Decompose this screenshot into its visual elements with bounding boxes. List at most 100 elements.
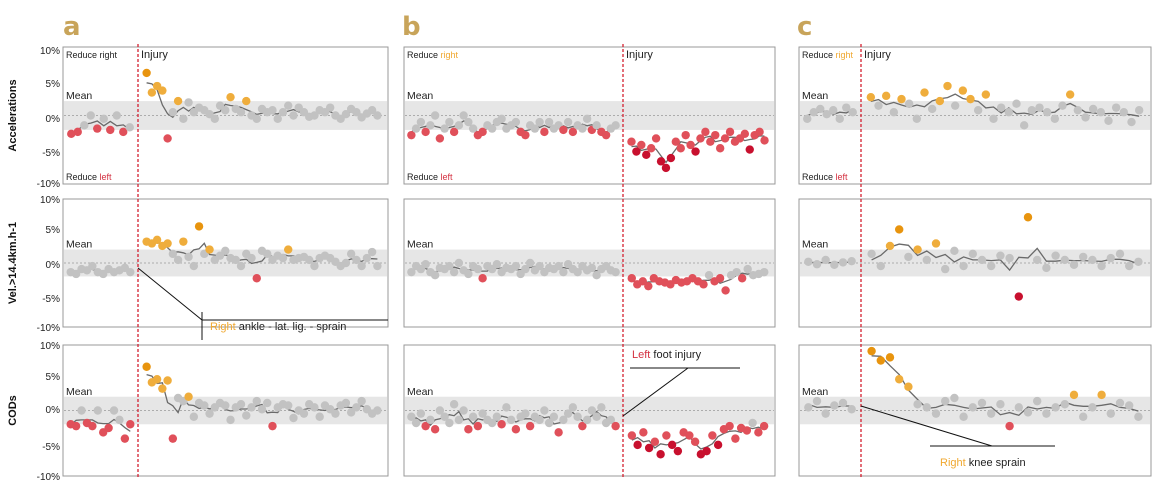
data-point	[1134, 412, 1143, 421]
data-point	[644, 443, 654, 453]
data-point	[440, 124, 449, 133]
data-point	[715, 144, 725, 153]
panel-frame	[403, 344, 776, 477]
data-point	[987, 261, 996, 271]
data-point	[931, 239, 941, 248]
data-point	[126, 267, 135, 277]
data-point	[544, 418, 554, 428]
data-point	[1005, 253, 1014, 263]
data-point	[876, 356, 885, 365]
data-point	[874, 101, 883, 110]
data-point	[93, 406, 102, 415]
data-point	[445, 418, 454, 428]
data-point	[601, 130, 611, 140]
data-point	[511, 261, 521, 271]
data-point	[1005, 421, 1014, 431]
data-point	[521, 130, 530, 140]
reduce-left-label: Reduce left	[802, 172, 848, 182]
y-tick-label: 5%	[46, 372, 61, 383]
row-label-0: Accelerations	[7, 79, 19, 151]
data-point	[731, 434, 740, 443]
data-point	[573, 412, 582, 421]
data-point	[278, 108, 288, 117]
data-point	[711, 130, 720, 140]
data-point	[435, 134, 445, 143]
data-point	[838, 398, 848, 408]
data-point	[1088, 255, 1097, 265]
data-point	[1023, 213, 1033, 222]
data-point	[1065, 90, 1075, 99]
data-point	[454, 121, 464, 130]
annotation-a: Right ankle - lat. lig. - sprain	[210, 321, 346, 333]
data-point	[1079, 412, 1088, 421]
data-point	[179, 114, 188, 123]
annotation-b: Left foot injury	[632, 349, 702, 361]
data-point	[464, 117, 473, 127]
data-point	[725, 421, 734, 431]
data-point	[671, 137, 681, 146]
data-point	[627, 274, 636, 283]
data-point	[1097, 390, 1106, 400]
data-point	[686, 140, 695, 150]
data-point	[1027, 106, 1037, 115]
data-point	[273, 114, 282, 123]
data-point	[416, 409, 426, 418]
data-point	[163, 134, 172, 143]
data-point	[535, 415, 544, 425]
data-point	[487, 124, 497, 133]
data-point	[713, 440, 723, 450]
data-point	[236, 108, 246, 117]
data-point	[163, 239, 172, 248]
data-point	[895, 225, 904, 234]
y-tick-label: -10%	[37, 179, 60, 190]
data-point	[966, 94, 975, 104]
data-point	[740, 129, 750, 139]
data-point	[487, 418, 497, 428]
panel-letter-c: c	[797, 12, 812, 42]
data-point	[1096, 108, 1106, 117]
data-point	[80, 121, 89, 130]
data-point	[1042, 263, 1051, 273]
data-point	[268, 106, 277, 115]
data-point	[706, 137, 715, 146]
y-tick-label: 10%	[40, 195, 60, 206]
y-tick-label: -5%	[42, 442, 60, 453]
data-point	[959, 412, 968, 421]
data-point	[530, 124, 540, 133]
data-point	[633, 440, 642, 450]
data-point	[502, 403, 511, 412]
data-point	[1069, 390, 1079, 400]
data-point	[656, 450, 665, 459]
data-point	[341, 109, 351, 119]
data-point	[445, 117, 454, 127]
data-point	[331, 409, 340, 418]
data-point	[759, 421, 769, 431]
data-point	[559, 415, 568, 425]
data-point	[941, 264, 950, 274]
y-tick-label: -5%	[42, 294, 60, 305]
data-point	[305, 255, 314, 265]
data-point	[996, 103, 1006, 112]
data-point	[478, 409, 487, 418]
y-tick-label: 0%	[46, 114, 61, 125]
data-point	[194, 222, 204, 231]
data-point	[367, 247, 377, 257]
data-point	[597, 403, 606, 412]
mean-label: Mean	[802, 239, 828, 251]
injury-label: Injury	[626, 49, 653, 61]
data-point	[821, 255, 830, 265]
data-point	[745, 145, 754, 154]
data-point	[454, 258, 464, 268]
data-point	[554, 261, 563, 271]
data-point	[407, 412, 416, 421]
data-point	[459, 111, 468, 120]
data-point	[173, 96, 183, 106]
data-point	[842, 103, 851, 112]
data-point	[1042, 108, 1052, 117]
data-point	[525, 258, 535, 268]
data-point	[804, 403, 813, 412]
data-point	[996, 251, 1005, 260]
data-point	[611, 121, 620, 130]
data-point	[152, 235, 162, 245]
